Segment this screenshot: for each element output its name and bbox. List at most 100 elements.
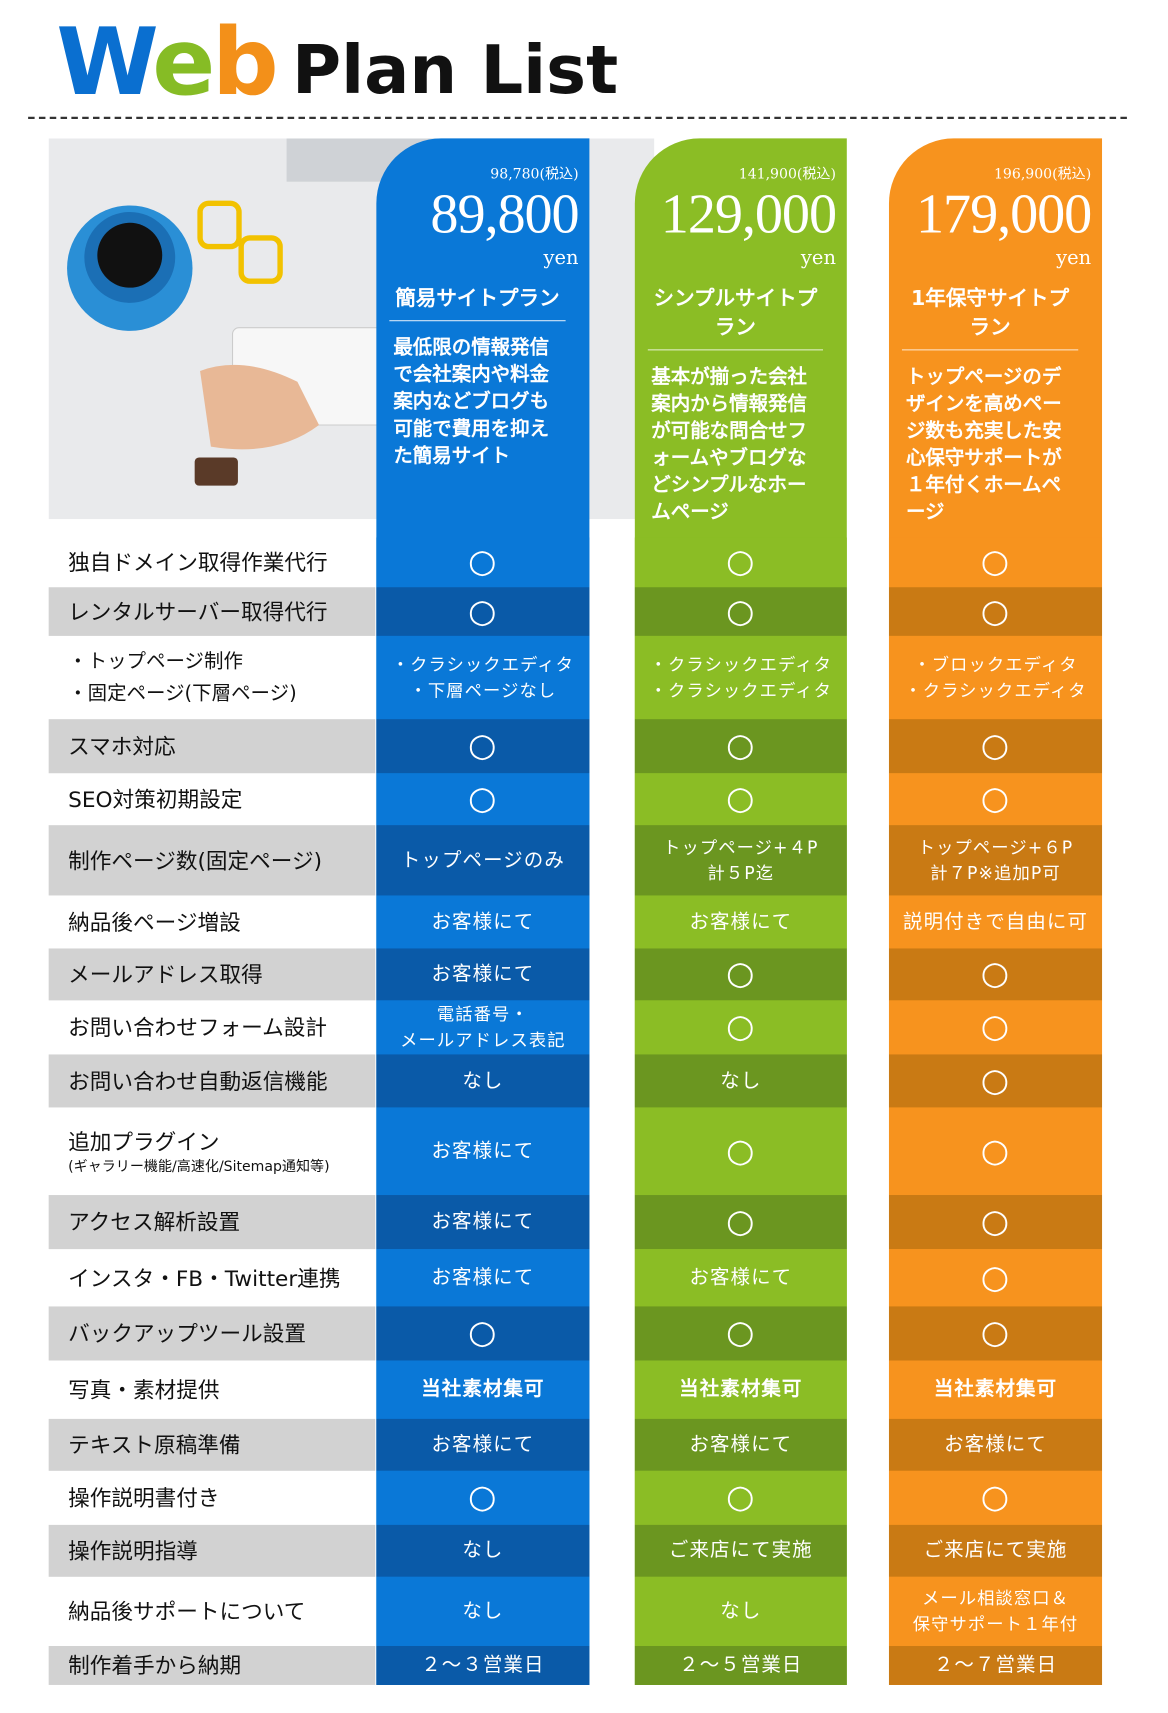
cell-text: ○ [980,954,1011,993]
cell: ○ [634,948,847,1001]
cell-text: ○ [726,1007,756,1046]
row-label: 操作説明指導 [48,1524,376,1577]
row-label: SEO対策初期設定 [49,773,376,825]
cell-text: トップページ+６P [917,836,1074,858]
cell-text: お客様にて [431,1210,535,1233]
cell: トップページ+６P 計７P※追加P可 [888,825,1103,896]
title-letter: e [152,8,215,117]
cell: ○ [634,537,847,588]
plan-header: 196,900(税込) 179,000 yen 1年保守サイトプラン トップページのデザ… [880,162,1102,525]
cell-text: トップページのみ [400,848,565,872]
cell: ○ [888,1107,1103,1196]
cell-text: ○ [726,542,756,581]
cell-text: ○ [980,1258,1011,1297]
cell: ○ [888,773,1103,826]
label-line: アクセス解析設置 [68,1209,241,1236]
cell-text: ○ [980,1007,1011,1046]
cell: なし [634,1054,847,1108]
cell: ・ブロックエディタ ・クラシックエディタ [888,635,1103,720]
cell: お客様にて [634,895,847,949]
cell-text: 計５P迄 [707,862,775,884]
cell-text: ・クラシックエディタ [391,653,575,675]
cell-text: なし [720,1069,762,1092]
price-unit: yen [1056,246,1092,270]
cell: なし [376,1054,590,1108]
row-label: お問い合わせフォーム設計 [49,1000,376,1054]
cell-text: ○ [726,1202,756,1241]
cell: お客様にて [376,948,590,1001]
cell: お客様にて [376,1418,590,1471]
row-label: 操作説明書付き [49,1471,376,1525]
label-line: お問い合わせフォーム設計 [68,1014,328,1041]
cell-text: ２〜３営業日 [421,1653,545,1677]
cell: ○ [634,1195,847,1250]
price: 129,000 [660,183,837,246]
cell: ○ [888,1195,1103,1250]
title-rest: Plan List [291,30,619,110]
row-label: ・トップページ制作 ・固定ページ(下層ページ) [49,636,376,719]
cell: ○ [888,948,1103,1001]
cell: ○ [634,773,847,826]
cell-text: ○ [980,726,1011,765]
cell-text: ○ [468,779,498,818]
label-line: バックアップツール設置 [68,1320,307,1347]
cell: お客様にて [634,1418,847,1471]
cell: ○ [888,719,1103,774]
label-line: SEO対策初期設定 [68,786,243,813]
cell-text: ○ [980,1478,1011,1517]
cell: メール相談窓口＆ 保守サポート１年付 [888,1576,1103,1647]
row-label: お問い合わせ自動返信機能 [48,1054,376,1108]
cell: 説明付きで自由に可 [888,895,1103,949]
label-line: 制作着手から納期 [68,1652,242,1679]
cell: ○ [888,587,1103,636]
cell-text: なし [462,1538,504,1562]
row-label: メールアドレス取得 [48,948,376,1001]
cell-text: お客様にて [689,1265,793,1289]
cell-text: お客様にて [689,910,793,933]
plan-description: 基本が揃った会社案内から情報発信が可能な問合せフォームやブログなどシンプルなホー… [651,365,808,524]
plan-description: 最低限の情報発信で会社案内や料金案内などブログも可能で費用を抑えた簡易サイト [393,336,550,468]
cell: なし [376,1524,590,1577]
cell: ○ [634,1306,847,1361]
cell-text: お客様にて [431,910,535,933]
cell: ご来店にて実施 [888,1524,1103,1577]
cell: トップページ+４P 計５P迄 [634,825,847,896]
cell: ○ [376,773,590,826]
cell-text: ・クラシックエディタ [649,653,832,675]
cell: ○ [376,1470,590,1525]
cell: ・クラシックエディタ ・クラシックエディタ [634,635,847,720]
cell: お客様にて [888,1418,1103,1471]
cell-text: ○ [468,542,498,581]
cell: ○ [376,587,590,636]
cell: ○ [888,1470,1103,1525]
cell-text: ○ [980,1131,1011,1170]
plan-name: 簡易サイトプラン [389,282,566,322]
cell: ○ [376,719,590,774]
cell-text: ご来店にて実施 [668,1538,813,1562]
cell-text: 保守サポート１年付 [912,1613,1079,1635]
label-line: 納品後ページ増設 [68,908,241,935]
cell-text: ご来店にて実施 [923,1538,1068,1562]
label-line: 操作説明指導 [68,1537,198,1564]
cell-text: お客様にて [431,962,535,986]
cell-text: なし [462,1069,504,1092]
row-label: アクセス解析設置 [48,1195,376,1250]
cell: お客様にて [376,895,590,949]
cell-text: メールアドレス表記 [400,1029,566,1051]
title-letter: W [56,8,155,117]
cell: ○ [376,1306,590,1361]
cell-text: ○ [468,592,498,630]
cell-text: ○ [980,1202,1011,1241]
cell-text: ○ [980,779,1011,818]
price: 179,000 [916,183,1092,246]
row-label: 納品後サポートについて [49,1577,376,1646]
cell: ○ [376,537,590,588]
cell: なし [376,1576,590,1647]
cell: お客様にて [376,1195,590,1250]
cell: ・クラシックエディタ ・下層ページなし [376,635,590,720]
cell: ○ [634,587,847,636]
cell: ○ [634,1000,847,1055]
row-label: バックアップツール設置 [48,1306,376,1361]
cell: ○ [888,537,1103,588]
row-label: スマホ対応 [48,719,376,774]
